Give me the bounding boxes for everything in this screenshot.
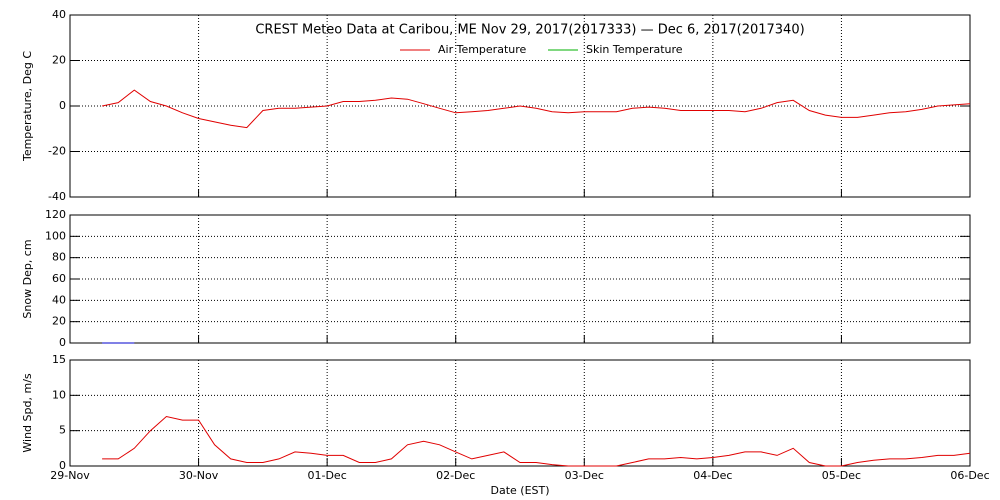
y-tick-label: 15: [52, 353, 66, 366]
y-tick-label: 120: [45, 208, 66, 221]
x-tick-label: 03-Dec: [565, 469, 604, 482]
y-tick-label: 40: [52, 8, 66, 21]
y-tick-label: -40: [48, 190, 66, 203]
y-tick-label: 40: [52, 293, 66, 306]
y-tick-label: 0: [59, 459, 66, 472]
x-tick-label: 06-Dec: [950, 469, 989, 482]
y-tick-label: -20: [48, 145, 66, 158]
y-tick-label: 0: [59, 336, 66, 349]
y-axis-label: Wind Spd, m/s: [21, 373, 34, 453]
x-tick-label: 02-Dec: [436, 469, 475, 482]
data-line: [102, 415, 971, 467]
x-tick-label: 05-Dec: [822, 469, 861, 482]
legend-label: Skin Temperature: [586, 43, 683, 56]
y-tick-label: 20: [52, 315, 66, 328]
legend-label: Air Temperature: [438, 43, 527, 56]
y-tick-label: 20: [52, 54, 66, 67]
y-tick-label: 100: [45, 229, 66, 242]
chart-title: CREST Meteo Data at Caribou, ME Nov 29, …: [255, 23, 804, 38]
data-line: [101, 89, 971, 129]
y-tick-label: 10: [52, 388, 66, 401]
y-tick-label: 0: [59, 99, 66, 112]
x-tick-label: 04-Dec: [693, 469, 732, 482]
x-axis-label: Date (EST): [490, 484, 549, 497]
y-axis-label: Temperature, Deg C: [21, 51, 34, 162]
y-tick-label: 5: [59, 424, 66, 437]
y-tick-label: 60: [52, 272, 66, 285]
y-tick-label: 80: [52, 251, 66, 264]
x-tick-label: 29-Nov: [50, 469, 90, 482]
x-tick-label: 01-Dec: [308, 469, 347, 482]
x-tick-label: 30-Nov: [179, 469, 219, 482]
y-axis-label: Snow Dep, cm: [21, 239, 34, 318]
